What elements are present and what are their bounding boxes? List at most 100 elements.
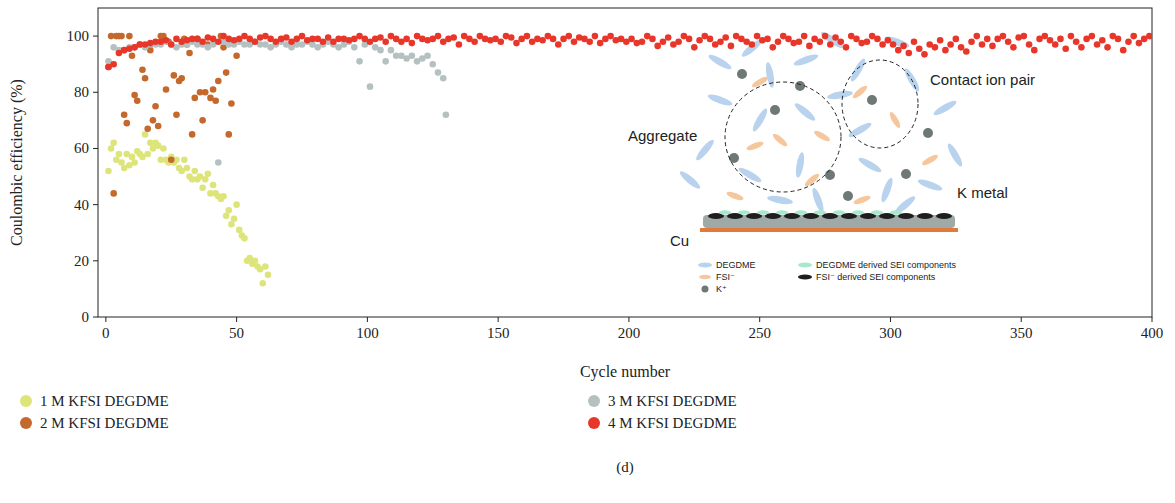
data-point xyxy=(168,156,175,163)
data-point xyxy=(163,86,170,93)
data-point xyxy=(471,38,478,45)
anion xyxy=(888,111,902,130)
x-tick xyxy=(236,317,237,322)
data-point xyxy=(210,182,217,189)
cation xyxy=(795,81,805,91)
data-point xyxy=(1041,33,1048,40)
data-point xyxy=(1047,37,1054,44)
y-tick xyxy=(93,204,98,205)
anion xyxy=(853,194,872,206)
data-point xyxy=(989,43,996,50)
data-point xyxy=(123,120,130,127)
data-point xyxy=(1099,37,1106,44)
data-point xyxy=(241,235,248,242)
data-point xyxy=(1021,33,1028,40)
solvent-molecule xyxy=(793,52,820,67)
solvent-molecule xyxy=(694,138,716,162)
data-point xyxy=(215,38,222,45)
legend-label: 1 M KFSI DEGDME xyxy=(40,393,169,409)
series-2 xyxy=(105,38,449,165)
data-point xyxy=(262,263,269,270)
data-point xyxy=(508,34,515,41)
data-point xyxy=(932,44,939,51)
x-tick xyxy=(367,317,368,322)
solvent-molecule xyxy=(848,57,867,83)
data-point xyxy=(160,145,167,152)
data-point xyxy=(173,111,180,118)
data-point xyxy=(252,38,259,45)
data-point xyxy=(1104,44,1111,51)
legend-label: 4 M KFSI DEGDME xyxy=(608,415,737,431)
cu-layer xyxy=(700,228,958,232)
solvent-molecule xyxy=(819,30,844,51)
data-point xyxy=(110,61,117,68)
data-point xyxy=(984,36,991,43)
solvent-molecule xyxy=(932,98,958,117)
data-point xyxy=(539,37,546,44)
aggregate-ring xyxy=(725,82,841,192)
sei-fsi xyxy=(917,213,933,219)
data-point xyxy=(968,38,975,45)
y-axis-title: Coulombic efficiency (%) xyxy=(8,79,26,246)
data-point xyxy=(749,41,756,48)
data-point xyxy=(958,44,965,51)
data-point xyxy=(597,40,604,47)
data-points xyxy=(105,33,1152,287)
data-point xyxy=(199,117,206,124)
data-point xyxy=(202,89,209,96)
y-tick-label: 80 xyxy=(74,84,89,100)
data-point xyxy=(550,36,557,43)
data-point xyxy=(212,97,219,104)
data-point xyxy=(118,159,125,166)
data-point xyxy=(555,41,562,48)
x-axis-title: Cycle number xyxy=(580,363,671,381)
legend-marker xyxy=(20,395,32,407)
data-point xyxy=(728,43,735,50)
plot-frame xyxy=(98,8,1152,317)
data-point xyxy=(356,58,363,65)
inset-schematic: AggregateContact ion pairK metalCuDEGDME… xyxy=(628,30,1035,294)
data-point xyxy=(377,47,384,54)
data-point xyxy=(1026,41,1033,48)
anion xyxy=(803,172,821,188)
data-point xyxy=(806,43,813,50)
data-point xyxy=(497,38,504,45)
data-point xyxy=(129,154,136,161)
data-point xyxy=(832,34,839,41)
data-point xyxy=(1062,45,1069,52)
data-point xyxy=(571,38,578,45)
data-point xyxy=(320,38,327,45)
data-point xyxy=(155,123,162,130)
data-point xyxy=(443,111,450,118)
solvent-molecule xyxy=(917,177,944,192)
solvent-molecule xyxy=(707,92,734,107)
x-tick xyxy=(1021,317,1022,322)
data-point xyxy=(134,97,141,104)
data-point xyxy=(105,168,112,175)
data-point xyxy=(665,34,672,41)
data-point xyxy=(108,145,115,152)
solvent-molecule xyxy=(945,142,964,168)
data-point xyxy=(168,41,175,48)
data-point xyxy=(435,69,442,76)
data-point xyxy=(382,58,389,65)
x-tick-label: 100 xyxy=(356,325,379,341)
data-point xyxy=(440,75,447,82)
data-point xyxy=(225,131,232,138)
inset-annotation: Contact ion pair xyxy=(930,71,1035,88)
solvent-molecule xyxy=(750,107,769,133)
data-point xyxy=(259,280,266,287)
data-point xyxy=(210,86,217,93)
data-point xyxy=(660,38,667,45)
cation xyxy=(867,95,877,105)
solvent-molecule xyxy=(847,120,873,139)
data-point xyxy=(921,51,928,58)
data-point xyxy=(843,44,850,51)
data-point xyxy=(131,92,138,99)
y-tick xyxy=(93,36,98,37)
x-tick-label: 300 xyxy=(879,325,902,341)
solvent-molecule xyxy=(827,89,854,100)
key-symbol xyxy=(699,275,711,279)
y-tick-label: 20 xyxy=(74,253,89,269)
x-tick-label: 50 xyxy=(229,325,244,341)
